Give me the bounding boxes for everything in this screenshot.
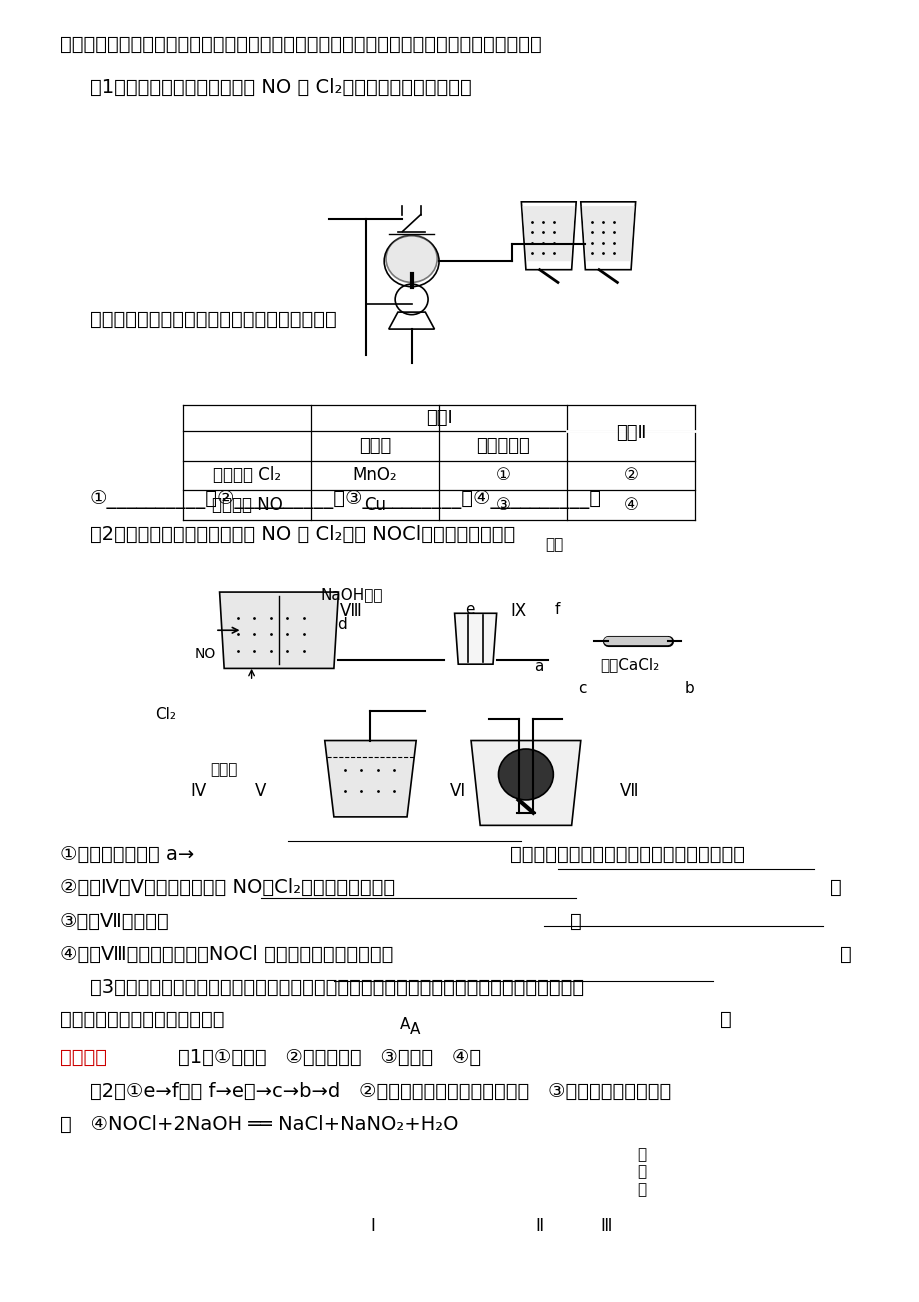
Circle shape bbox=[386, 234, 437, 283]
Text: （2）①e→f（或 f→e）→c→b→d   ②通过观察气泡调节气体的流速   ③防止水蒸气进入反应: （2）①e→f（或 f→e）→c→b→d ②通过观察气泡调节气体的流速 ③防止水… bbox=[90, 1082, 671, 1101]
Text: 无水CaCl₂: 无水CaCl₂ bbox=[599, 658, 659, 672]
Text: ①装置连接顺序为 a→: ①装置连接顺序为 a→ bbox=[60, 845, 194, 865]
Text: NO: NO bbox=[195, 647, 216, 661]
Text: c: c bbox=[577, 681, 586, 697]
Text: （1）甲组的同学拟制备原料气 NO 和 Cl₂，制备装置如下图所示：: （1）甲组的同学拟制备原料气 NO 和 Cl₂，制备装置如下图所示： bbox=[90, 78, 471, 98]
Text: Ⅴ: Ⅴ bbox=[255, 783, 267, 799]
Text: 装置Ⅱ: 装置Ⅱ bbox=[615, 424, 645, 441]
Text: 为制备纯净干燥的气体，下表中缺少的药品是：: 为制备纯净干燥的气体，下表中缺少的药品是： bbox=[90, 310, 336, 329]
Text: 浓硫酸: 浓硫酸 bbox=[210, 762, 237, 777]
Text: Ⅳ: Ⅳ bbox=[190, 783, 205, 799]
Text: e: e bbox=[464, 602, 474, 617]
Text: ②装置Ⅳ、Ⅴ除可进一步干燥 NO、Cl₂外，另一个作用是: ②装置Ⅳ、Ⅴ除可进一步干燥 NO、Cl₂外，另一个作用是 bbox=[60, 878, 394, 897]
Text: A: A bbox=[410, 1022, 420, 1036]
Text: ①__________，②__________，③__________，④__________。: ①__________，②__________，③__________，④___… bbox=[90, 490, 601, 509]
Text: 冰盐: 冰盐 bbox=[544, 536, 562, 552]
Circle shape bbox=[648, 639, 653, 643]
Circle shape bbox=[663, 639, 668, 643]
Polygon shape bbox=[522, 206, 574, 262]
Text: 装置Ⅰ: 装置Ⅰ bbox=[425, 409, 452, 427]
Text: NaOH溶液: NaOH溶液 bbox=[320, 587, 382, 602]
Text: ②: ② bbox=[623, 466, 638, 484]
Text: b: b bbox=[685, 681, 694, 697]
Text: ①: ① bbox=[495, 466, 510, 484]
Text: Ⅵ: Ⅵ bbox=[449, 783, 465, 799]
Text: 和氯气，该反应的化学方程式为: 和氯气，该反应的化学方程式为 bbox=[60, 1010, 224, 1029]
Circle shape bbox=[618, 639, 624, 643]
Text: a: a bbox=[533, 659, 543, 674]
Text: （按气流自左向右方向，用小写字母表示）。: （按气流自左向右方向，用小写字母表示）。 bbox=[509, 845, 744, 865]
Text: d: d bbox=[336, 617, 346, 631]
Text: Ⅱ: Ⅱ bbox=[535, 1217, 542, 1236]
Text: （1）①浓盐酸   ②饱和食盐水   ③稀硝酸   ④水: （1）①浓盐酸 ②饱和食盐水 ③稀硝酸 ④水 bbox=[177, 1048, 481, 1068]
Polygon shape bbox=[454, 613, 496, 664]
Text: 。: 。 bbox=[839, 945, 851, 963]
Text: 制备纯净 Cl₂: 制备纯净 Cl₂ bbox=[212, 466, 281, 484]
Text: Ⅷ: Ⅷ bbox=[340, 602, 361, 620]
Text: ③装置Ⅶ的作用是: ③装置Ⅶ的作用是 bbox=[60, 911, 170, 931]
Circle shape bbox=[655, 639, 661, 643]
Text: 分液漏斗中: 分液漏斗中 bbox=[476, 436, 529, 454]
Text: 制备纯净 NO: 制备纯净 NO bbox=[211, 496, 282, 514]
Text: f: f bbox=[554, 602, 560, 617]
Text: ③: ③ bbox=[495, 496, 510, 514]
Text: ④: ④ bbox=[623, 496, 638, 514]
Text: 。: 。 bbox=[720, 1010, 731, 1029]
Text: Cl₂: Cl₂ bbox=[154, 707, 176, 723]
Text: Ⅸ: Ⅸ bbox=[509, 602, 525, 620]
Text: 浓
硫
酸: 浓 硫 酸 bbox=[636, 1147, 645, 1197]
Circle shape bbox=[641, 639, 646, 643]
Text: （3）丙组同学查阅资料，查得王水是浓硝酸与浓盐酸的混酸，一定条件下混酸可生成亚硝酰氯: （3）丙组同学查阅资料，查得王水是浓硝酸与浓盐酸的混酸，一定条件下混酸可生成亚硝… bbox=[90, 978, 584, 997]
Text: Cu: Cu bbox=[364, 496, 386, 514]
Text: 器   ④NOCl+2NaOH ══ NaCl+NaNO₂+H₂O: 器 ④NOCl+2NaOH ══ NaCl+NaNO₂+H₂O bbox=[60, 1115, 458, 1134]
Text: MnO₂: MnO₂ bbox=[352, 466, 397, 484]
Polygon shape bbox=[220, 592, 338, 668]
Text: Ⅶ: Ⅶ bbox=[619, 783, 638, 799]
Text: 。: 。 bbox=[570, 911, 581, 931]
Text: Ⅰ: Ⅰ bbox=[369, 1217, 374, 1236]
Circle shape bbox=[626, 639, 631, 643]
Text: （2）乙组同学利用甲组制得的 NO 和 Cl₂制备 NOCl，装置如图所示：: （2）乙组同学利用甲组制得的 NO 和 Cl₂制备 NOCl，装置如图所示： bbox=[90, 525, 515, 544]
Polygon shape bbox=[581, 206, 634, 262]
Text: Ⅲ: Ⅲ bbox=[599, 1217, 611, 1236]
Text: A: A bbox=[400, 1017, 410, 1032]
Circle shape bbox=[498, 749, 552, 799]
Polygon shape bbox=[324, 741, 415, 816]
Text: 。: 。 bbox=[829, 878, 841, 897]
Text: 烧瓶中: 烧瓶中 bbox=[358, 436, 391, 454]
Text: 【答案】: 【答案】 bbox=[60, 1048, 107, 1068]
Polygon shape bbox=[471, 741, 580, 825]
Circle shape bbox=[633, 639, 639, 643]
Circle shape bbox=[611, 639, 617, 643]
Text: 解。可用于合成清洁剂、触媒剂及中间体等。实验室可由氯气与一氧化氮在常温常压下合成。: 解。可用于合成清洁剂、触媒剂及中间体等。实验室可由氯气与一氧化氮在常温常压下合成… bbox=[60, 35, 541, 53]
Text: ④装置Ⅷ中吸收尾气时，NOCl 发生反应的化学方程式为: ④装置Ⅷ中吸收尾气时，NOCl 发生反应的化学方程式为 bbox=[60, 945, 393, 963]
